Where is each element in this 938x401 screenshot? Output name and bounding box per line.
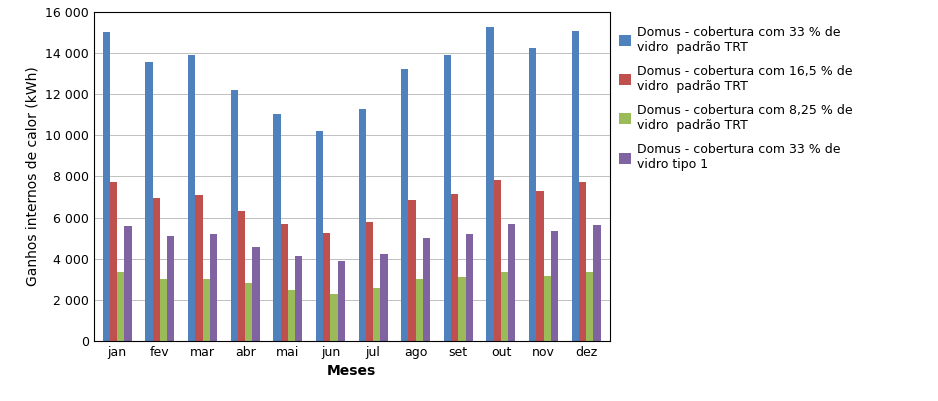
Bar xyxy=(145,63,153,341)
Legend: Domus - cobertura com 33 % de
vidro  padrão TRT, Domus - cobertura com 16,5 % de: Domus - cobertura com 33 % de vidro padr… xyxy=(615,22,856,175)
Bar xyxy=(572,30,579,341)
Bar xyxy=(295,255,302,341)
Bar xyxy=(465,234,473,341)
Bar xyxy=(167,236,174,341)
Bar xyxy=(125,226,131,341)
Bar xyxy=(195,195,203,341)
Bar xyxy=(579,182,586,341)
Bar xyxy=(416,279,423,341)
Bar xyxy=(493,180,501,341)
Bar xyxy=(444,55,451,341)
Bar xyxy=(110,182,117,341)
Bar xyxy=(508,224,516,341)
Bar xyxy=(103,32,110,341)
Bar xyxy=(366,222,373,341)
X-axis label: Meses: Meses xyxy=(327,364,376,378)
Y-axis label: Ganhos internos de calor (kWh): Ganhos internos de calor (kWh) xyxy=(25,67,39,286)
Bar xyxy=(529,48,537,341)
Bar xyxy=(153,198,159,341)
Bar xyxy=(537,191,544,341)
Bar xyxy=(316,131,324,341)
Bar xyxy=(273,114,280,341)
Bar xyxy=(380,253,387,341)
Bar xyxy=(358,109,366,341)
Bar xyxy=(252,247,260,341)
Bar xyxy=(487,27,493,341)
Bar xyxy=(159,279,167,341)
Bar xyxy=(231,90,238,341)
Bar xyxy=(324,233,330,341)
Bar xyxy=(245,283,252,341)
Bar xyxy=(203,279,210,341)
Bar xyxy=(423,238,431,341)
Bar xyxy=(188,55,195,341)
Bar xyxy=(544,276,551,341)
Bar xyxy=(551,231,558,341)
Bar xyxy=(586,272,594,341)
Bar xyxy=(117,272,125,341)
Bar xyxy=(210,234,217,341)
Bar xyxy=(338,261,345,341)
Bar xyxy=(373,288,380,341)
Bar xyxy=(330,294,338,341)
Bar xyxy=(288,290,295,341)
Bar xyxy=(280,224,288,341)
Bar xyxy=(238,211,245,341)
Bar xyxy=(501,272,508,341)
Bar xyxy=(594,225,600,341)
Bar xyxy=(459,277,465,341)
Bar xyxy=(401,69,408,341)
Bar xyxy=(408,200,416,341)
Bar xyxy=(451,194,459,341)
